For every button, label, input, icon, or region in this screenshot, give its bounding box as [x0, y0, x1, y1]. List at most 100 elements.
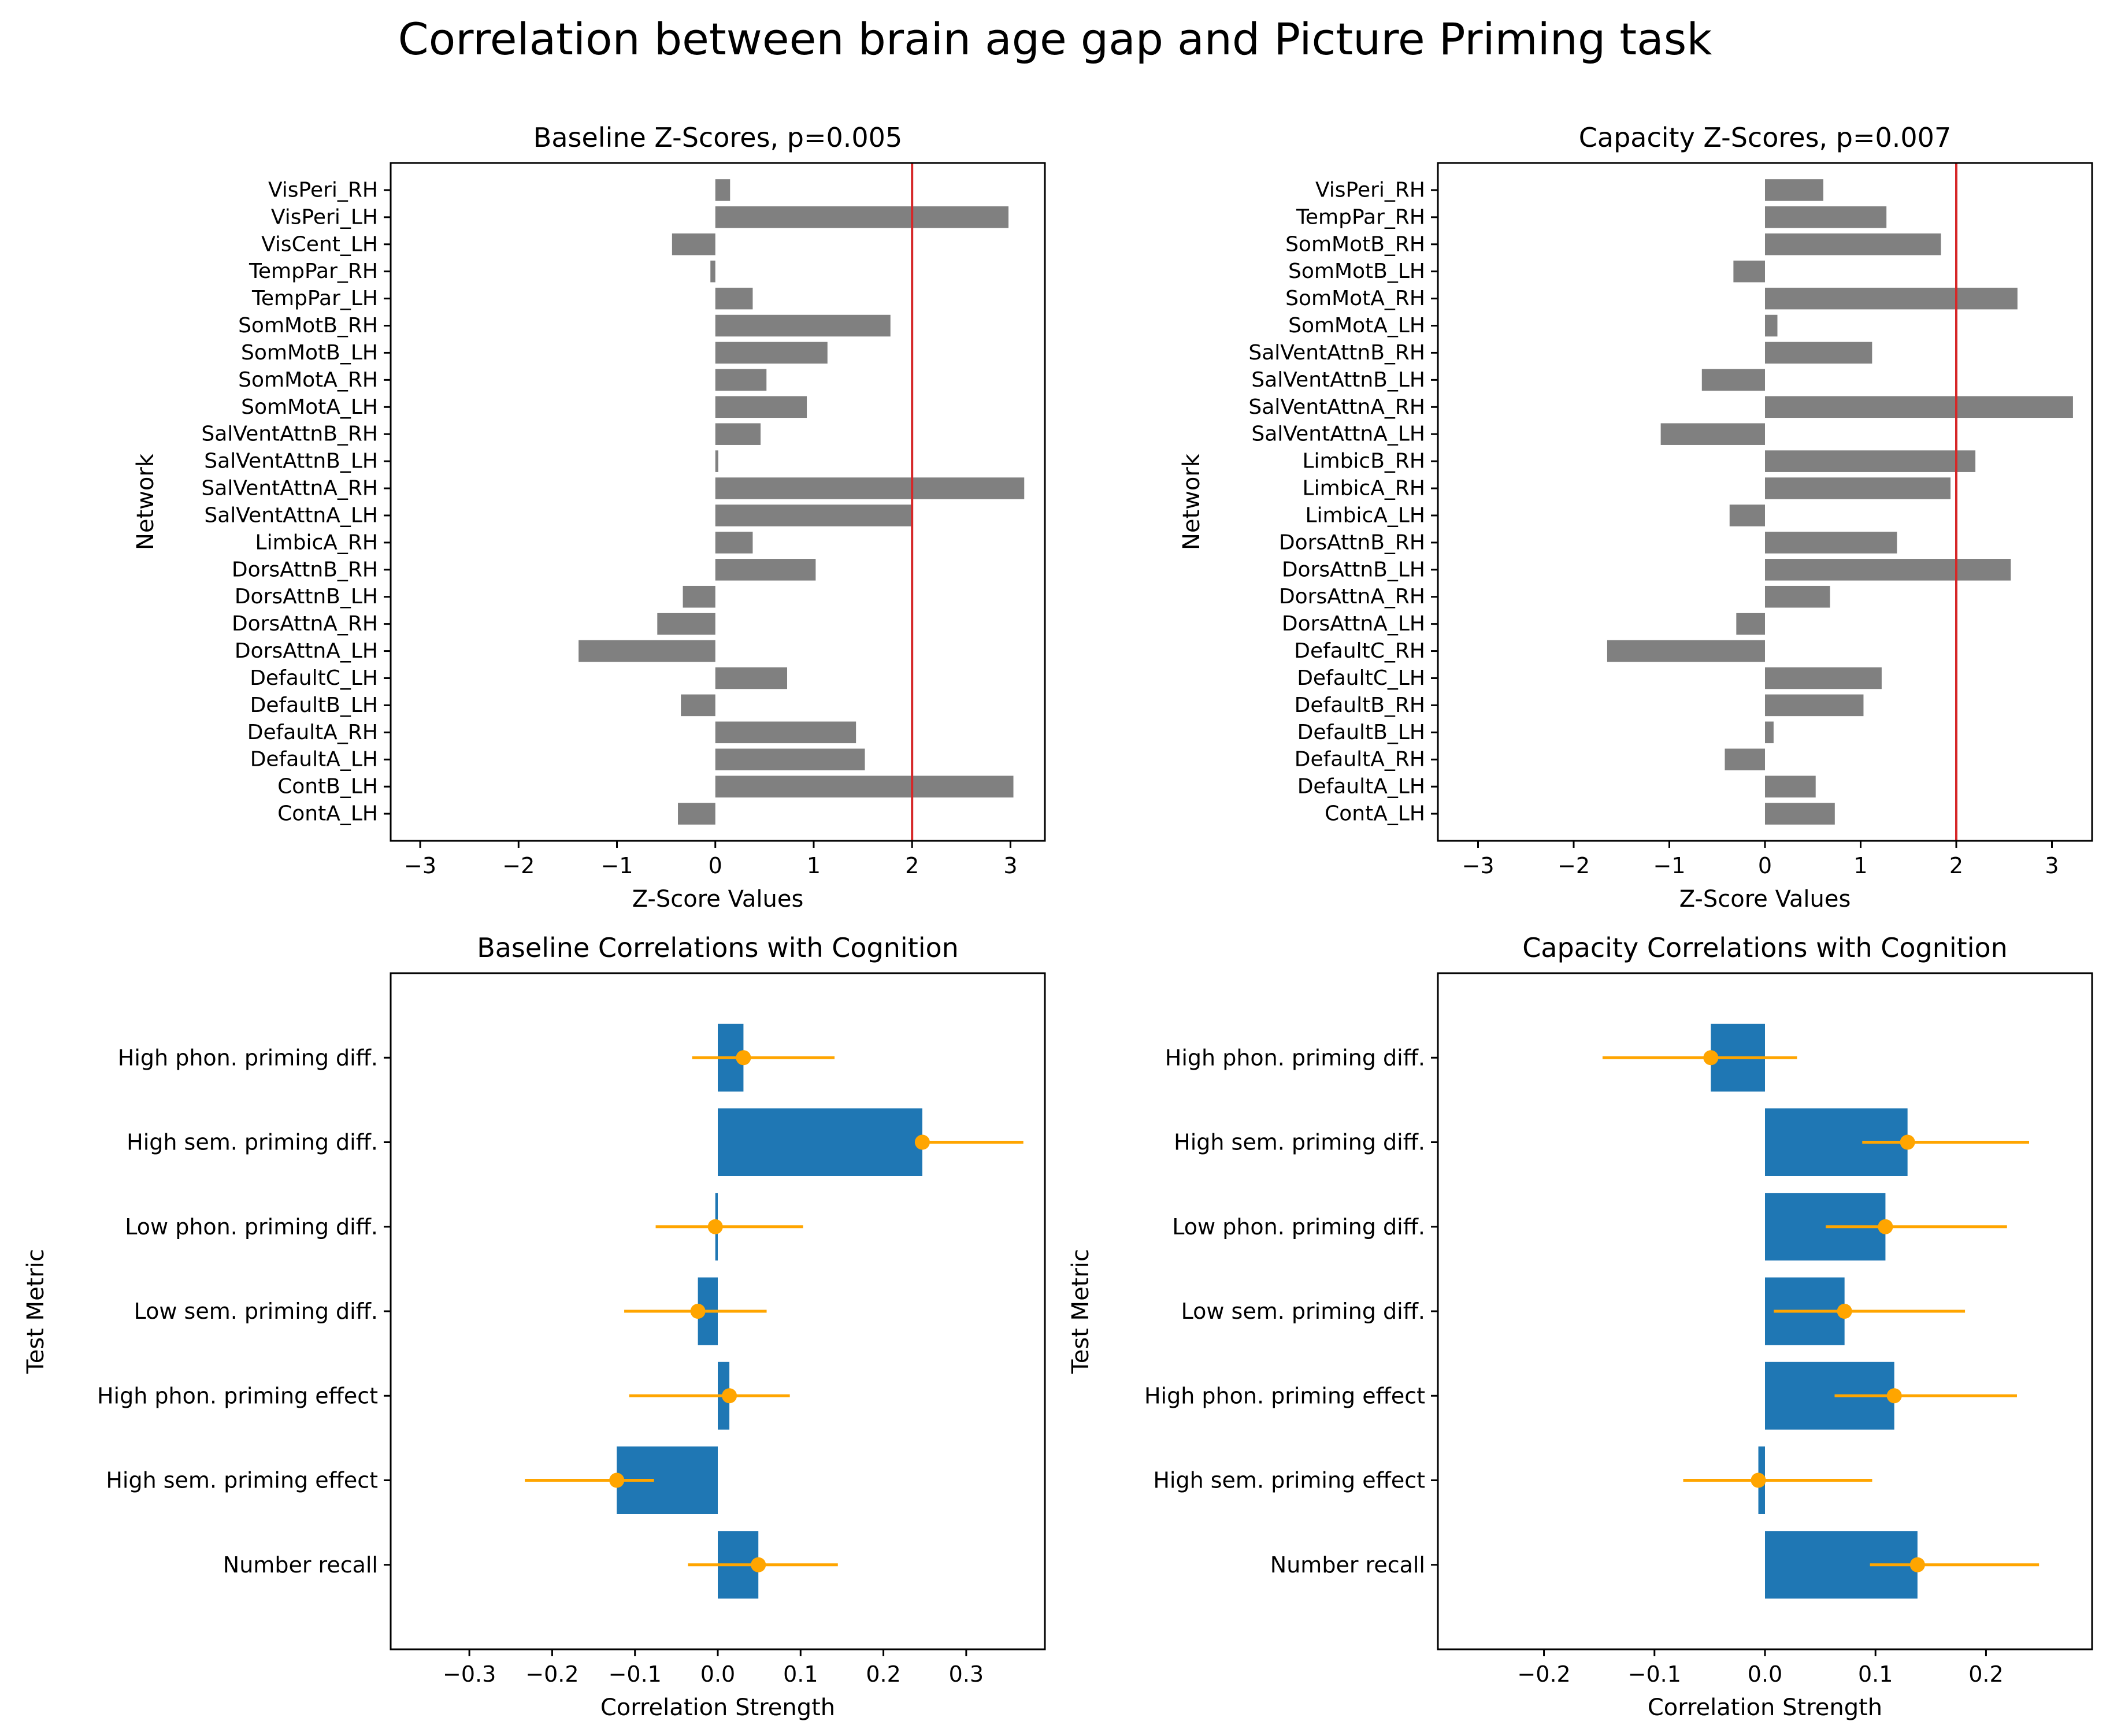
- capacity_z-bar-2: [1765, 233, 1941, 255]
- baseline_z-bar-10: [715, 450, 718, 472]
- baseline_z-xtick-label-3: 0: [709, 853, 722, 878]
- capacity_z-bar-4: [1765, 287, 2018, 310]
- baseline_z-category-label-2: VisCent_LH: [261, 232, 378, 256]
- capacity_corr-category-label-5: High sem. priming effect: [1153, 1468, 1425, 1493]
- baseline_corr-xtick-label-1: −0.2: [525, 1661, 579, 1687]
- capacity_z-category-label-3: SomMotB_LH: [1288, 259, 1425, 283]
- capacity_z-category-label-19: DefaultB_RH: [1295, 693, 1425, 717]
- capacity_z-category-label-10: LimbicB_RH: [1302, 450, 1425, 473]
- baseline_corr-category-label-6: Number recall: [223, 1552, 378, 1578]
- baseline_z-category-label-5: SomMotB_RH: [238, 314, 378, 337]
- baseline_z-bar-7: [715, 369, 767, 391]
- baseline_corr-point-2: [707, 1219, 723, 1234]
- baseline_z-category-label-21: DefaultA_LH: [250, 748, 378, 771]
- baseline_corr-category-label-1: High sem. priming diff.: [127, 1130, 378, 1155]
- baseline_z-category-label-20: DefaultA_RH: [247, 721, 378, 744]
- baseline_corr-category-label-3: Low sem. priming diff.: [134, 1299, 378, 1324]
- baseline_corr-category-label-5: High sem. priming effect: [106, 1468, 378, 1493]
- capacity_z-bar-12: [1729, 505, 1765, 526]
- baseline_z-category-label-8: SomMotA_LH: [241, 395, 378, 419]
- capacity_corr-point-3: [1837, 1304, 1852, 1319]
- baseline_z-bar-2: [672, 233, 715, 255]
- baseline_z-bar-17: [579, 640, 715, 662]
- capacity_corr-category-label-0: High phon. priming diff.: [1165, 1045, 1425, 1070]
- baseline_z-bar-19: [681, 694, 715, 717]
- baseline_z-xtick-label-5: 2: [905, 853, 919, 878]
- capacity_z-bar-10: [1765, 450, 1976, 472]
- baseline_z-frame: [390, 162, 1046, 842]
- baseline_corr-bar-1: [718, 1108, 922, 1176]
- capacity_z-category-label-4: SomMotA_RH: [1285, 287, 1425, 310]
- capacity_z-category-label-18: DefaultC_LH: [1297, 666, 1425, 690]
- baseline_z-xlabel: Z-Score Values: [632, 886, 804, 912]
- baseline_z-bar-3: [710, 260, 715, 283]
- baseline_corr-point-0: [736, 1050, 751, 1066]
- baseline_z-category-label-17: DorsAttnA_LH: [235, 639, 378, 663]
- capacity_z-xtick-label-2: −1: [1653, 853, 1685, 878]
- capacity_z-bar-21: [1725, 748, 1765, 771]
- baseline_z-bar-13: [715, 532, 753, 554]
- capacity_z-xtick-label-3: 0: [1758, 853, 1772, 878]
- capacity_z-category-label-12: LimbicA_LH: [1305, 503, 1425, 527]
- baseline_corr-ylabel: Test Metric: [23, 1249, 49, 1374]
- baseline_z-ylabel: Network: [132, 453, 159, 550]
- baseline_corr-point-5: [609, 1472, 625, 1488]
- baseline_z-xtick-label-0: −3: [404, 853, 436, 878]
- capacity_z-bar-20: [1765, 721, 1774, 744]
- capacity_corr-point-0: [1703, 1050, 1719, 1066]
- capacity_z-category-label-0: VisPeri_RH: [1315, 178, 1425, 202]
- baseline_z-bar-23: [678, 803, 715, 825]
- capacity_corr-category-label-1: High sem. priming diff.: [1174, 1130, 1425, 1155]
- baseline_z-bar-22: [715, 776, 1014, 797]
- baseline_z-category-label-14: DorsAttnB_RH: [232, 558, 378, 581]
- capacity_corr-category-label-4: High phon. priming effect: [1144, 1383, 1425, 1408]
- baseline_z-category-label-13: LimbicA_RH: [255, 531, 378, 554]
- baseline_z-bar-16: [657, 613, 715, 635]
- baseline_z-bar-5: [715, 314, 891, 337]
- capacity_corr-xtick-label-0: −0.2: [1517, 1661, 1570, 1687]
- capacity_corr-point-1: [1900, 1134, 1915, 1150]
- capacity_z-bar-17: [1607, 640, 1765, 662]
- capacity_z-xtick-label-5: 2: [1949, 853, 1963, 878]
- baseline_corr-xtick-label-4: 0.1: [783, 1661, 818, 1687]
- capacity_z-category-label-17: DefaultC_RH: [1294, 639, 1425, 663]
- baseline_z-category-label-1: VisPeri_LH: [271, 205, 378, 229]
- capacity_z-bar-16: [1736, 613, 1765, 635]
- capacity_z-xtick-label-1: −2: [1558, 853, 1590, 878]
- capacity_z-bar-9: [1660, 423, 1765, 445]
- baseline_z-xtick-label-2: −1: [601, 853, 633, 878]
- baseline_z-bar-4: [715, 287, 753, 310]
- baseline_z-bar-9: [715, 423, 761, 445]
- capacity_corr-category-label-2: Low phon. priming diff.: [1172, 1214, 1425, 1240]
- baseline_corr-xtick-label-5: 0.2: [866, 1661, 900, 1687]
- baseline_z-category-label-7: SomMotA_RH: [238, 368, 378, 392]
- capacity_z-bar-1: [1765, 206, 1887, 228]
- baseline_z-category-label-12: SalVentAttnA_LH: [204, 503, 378, 527]
- capacity_corr-point-5: [1751, 1472, 1766, 1488]
- capacity_z-xlabel: Z-Score Values: [1679, 886, 1851, 912]
- baseline_corr-xtick-label-0: −0.3: [443, 1661, 496, 1687]
- capacity_z-category-label-6: SalVentAttnB_RH: [1248, 341, 1425, 365]
- baseline_z-category-label-10: SalVentAttnB_LH: [204, 450, 378, 473]
- baseline_z-bar-15: [683, 585, 715, 608]
- capacity_z-category-label-9: SalVentAttnA_LH: [1251, 422, 1425, 446]
- capacity_z-bar-0: [1765, 179, 1823, 201]
- baseline_z-xtick-label-6: 3: [1003, 853, 1017, 878]
- capacity_z-ylabel: Network: [1178, 453, 1205, 550]
- baseline_z-category-label-9: SalVentAttnB_RH: [201, 422, 378, 446]
- baseline_z-category-label-4: TempPar_LH: [251, 287, 378, 310]
- capacity_corr-xtick-label-2: 0.0: [1748, 1661, 1782, 1687]
- baseline_corr-title: Baseline Correlations with Cognition: [477, 932, 959, 963]
- baseline_corr-xlabel: Correlation Strength: [600, 1694, 835, 1721]
- capacity_z-category-label-22: DefaultA_LH: [1297, 775, 1425, 799]
- capacity_z-bar-6: [1765, 342, 1872, 364]
- capacity_corr-point-6: [1909, 1557, 1925, 1572]
- capacity_z-bar-18: [1765, 667, 1882, 689]
- baseline_corr-point-1: [914, 1134, 930, 1150]
- baseline_z-bar-8: [715, 396, 807, 418]
- capacity_z-category-label-13: DorsAttnB_RH: [1279, 531, 1425, 554]
- baseline_z-bar-11: [715, 477, 1025, 499]
- baseline_corr-point-6: [751, 1557, 766, 1572]
- capacity_corr-ylabel: Test Metric: [1067, 1249, 1094, 1374]
